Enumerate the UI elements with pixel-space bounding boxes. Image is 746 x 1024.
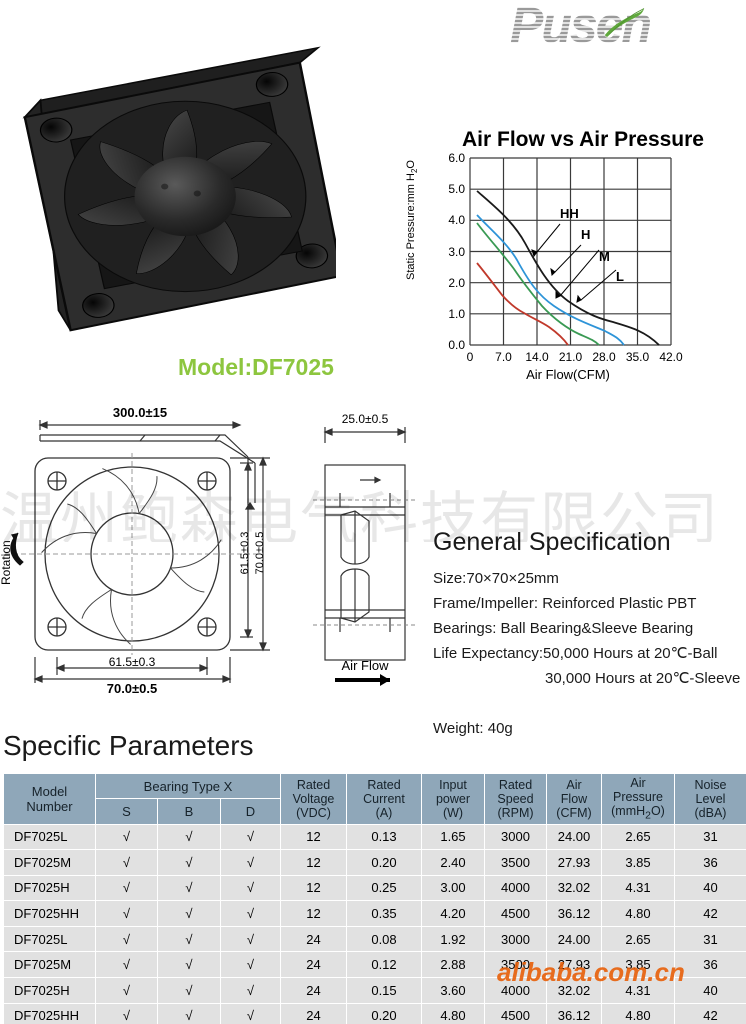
svg-text:300.0±15: 300.0±15	[113, 405, 167, 420]
svg-text:0: 0	[467, 350, 474, 364]
svg-text:4.0: 4.0	[448, 213, 465, 227]
svg-text:HH: HH	[560, 206, 579, 221]
svg-text:3.0: 3.0	[448, 245, 465, 259]
svg-text:L: L	[616, 269, 624, 284]
svg-text:5.0: 5.0	[448, 182, 465, 196]
svg-text:Air Flow: Air Flow	[342, 658, 390, 673]
svg-text:25.0±0.5: 25.0±0.5	[342, 412, 389, 426]
svg-text:42.0: 42.0	[659, 350, 683, 364]
svg-text:1.0: 1.0	[448, 307, 465, 321]
svg-text:6.0: 6.0	[448, 153, 465, 165]
svg-text:35.0: 35.0	[626, 350, 650, 364]
svg-text:70.0±0.5: 70.0±0.5	[107, 681, 158, 695]
svg-text:28.0: 28.0	[592, 350, 616, 364]
svg-text:21.0: 21.0	[559, 350, 583, 364]
svg-text:61.5±0.3: 61.5±0.3	[109, 655, 156, 669]
svg-text:0.0: 0.0	[448, 338, 465, 352]
svg-text:7.0: 7.0	[495, 350, 512, 364]
svg-text:M: M	[599, 249, 610, 264]
svg-text:Rotation: Rotation	[0, 540, 13, 585]
svg-text:2.0: 2.0	[448, 276, 465, 290]
svg-text:14.0: 14.0	[525, 350, 549, 364]
svg-text:H: H	[581, 227, 590, 242]
